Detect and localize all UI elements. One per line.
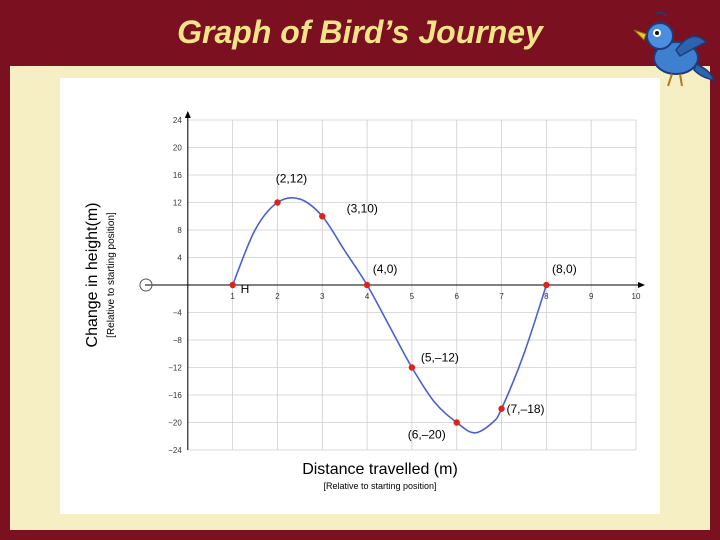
y-tick-label: −4 [173, 309, 183, 318]
y-tick-label: 8 [177, 226, 182, 235]
data-label: (5,–12) [421, 351, 459, 365]
y-tick-label: 24 [173, 116, 182, 125]
data-points [229, 199, 550, 426]
data-label: (4,0) [373, 262, 398, 276]
data-label: (6,–20) [408, 428, 446, 442]
x-tick-label: 4 [365, 292, 370, 301]
data-label: H [241, 282, 250, 296]
x-axis-arrow [638, 282, 645, 288]
x-tick-label: 6 [455, 292, 460, 301]
x-tick-label: 5 [410, 292, 415, 301]
data-point [274, 199, 281, 206]
x-axis-note: [Relative to starting position] [323, 481, 436, 491]
axes [139, 111, 645, 450]
x-tick-label: 1 [230, 292, 235, 301]
data-label: (2,12) [276, 172, 307, 186]
series-line [231, 196, 548, 434]
bird-icon [633, 11, 716, 87]
point-labels: H (2,12) (3,10) (4,0) (8,0) (5,–12) (7,–18) (6,… [241, 172, 577, 442]
x-tick-label: 10 [632, 292, 641, 301]
slide-title: Graph of Bird’s Journey [177, 14, 543, 50]
y-axis-note: [Relative to starting position] [106, 212, 117, 338]
x-tick-label: 7 [499, 292, 504, 301]
data-point [498, 405, 505, 412]
y-tick-label: −20 [168, 419, 182, 428]
y-tick-label: 12 [173, 199, 182, 208]
chart-panel [60, 78, 660, 514]
x-tick-label: 8 [544, 292, 549, 301]
origin-marker [139, 278, 153, 292]
y-tick-label: 4 [177, 254, 182, 263]
y-tick-label: 20 [173, 144, 182, 153]
data-point [453, 419, 460, 426]
y-tick-label: −24 [168, 446, 182, 455]
data-point [363, 281, 371, 289]
x-tick-label: 3 [320, 292, 325, 301]
x-tick-label: 9 [589, 292, 594, 301]
y-tick-label: −12 [168, 364, 182, 373]
title-bar [10, 8, 710, 66]
x-tick-label: 2 [275, 292, 280, 301]
data-point [319, 213, 326, 220]
series [231, 196, 548, 434]
y-tick-label: −16 [168, 391, 182, 400]
data-label: (8,0) [552, 262, 577, 276]
y-axis-arrow [184, 111, 191, 118]
data-label: (7,–18) [507, 402, 545, 416]
data-label: (3,10) [347, 201, 378, 215]
data-point [408, 364, 416, 371]
y-tick-label: 16 [173, 171, 182, 180]
y-tick-label: −8 [173, 336, 183, 345]
data-point [229, 281, 236, 289]
data-point [543, 281, 550, 289]
x-axis-label: Distance travelled (m) [302, 461, 458, 478]
y-axis-label: Change in height(m) [84, 203, 101, 348]
